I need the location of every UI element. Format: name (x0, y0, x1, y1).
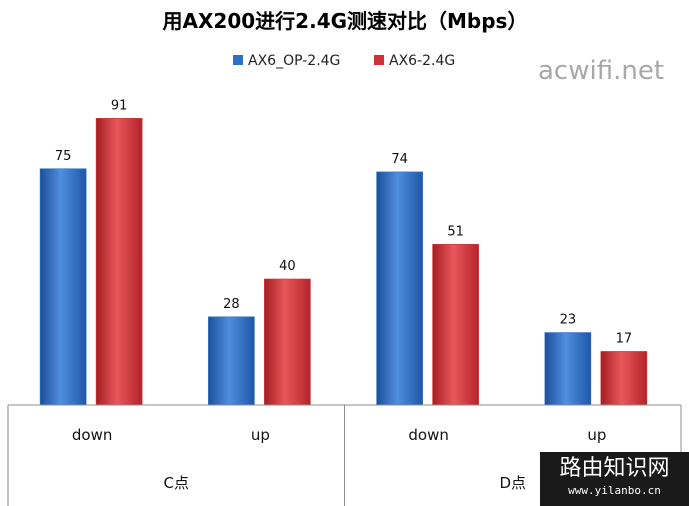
bar-series1-cat3 (376, 171, 423, 406)
legend-label-2: AX6-2.4G (389, 53, 455, 69)
data-label-series2-cat2: 40 (279, 259, 296, 274)
data-label-series1-cat2: 28 (223, 297, 240, 312)
bars-layer (39, 118, 648, 406)
legend: AX6_OP-2.4G AX6-2.4G (233, 53, 455, 69)
watermark-cn-name: 路由知识网 (559, 456, 670, 481)
watermark-badge: 路由知识网 www.yilanbo.cn (540, 452, 689, 506)
bar-series1-cat2 (208, 316, 255, 406)
data-label-series1-cat4: 23 (560, 313, 577, 328)
x-group-label: D点 (499, 474, 526, 492)
bar-series1-cat4 (544, 332, 592, 406)
data-label-series1-cat3: 74 (391, 152, 408, 167)
data-label-series2-cat1: 91 (111, 98, 128, 113)
bar-series2-cat1 (95, 118, 143, 406)
legend-swatch-2 (374, 55, 384, 65)
watermark-url: www.yilanbo.cn (568, 484, 661, 497)
x-tick-label: up (251, 426, 270, 444)
chart-title: 用AX200进行2.4G测速对比（Mbps） (163, 9, 528, 33)
legend-label-1: AX6_OP-2.4G (248, 53, 340, 69)
x-tick-label: down (72, 426, 112, 444)
value-labels-layer: 75 91 28 40 74 51 23 17 (55, 98, 632, 346)
site-watermark: acwifi.net (538, 56, 665, 86)
category-axis: down up down up C点 D点 (7, 404, 682, 506)
data-label-series2-cat3: 51 (447, 224, 464, 239)
bar-series2-cat4 (600, 351, 648, 406)
bar-series2-cat3 (432, 244, 479, 406)
x-tick-label: down (408, 426, 448, 444)
x-tick-label: up (587, 426, 606, 444)
data-label-series1-cat1: 75 (55, 149, 72, 164)
bar-series2-cat2 (264, 278, 311, 406)
legend-swatch-1 (233, 55, 243, 65)
data-label-series2-cat4: 17 (616, 331, 633, 346)
x-group-label: C点 (164, 474, 189, 492)
bar-series1-cat1 (39, 168, 87, 406)
